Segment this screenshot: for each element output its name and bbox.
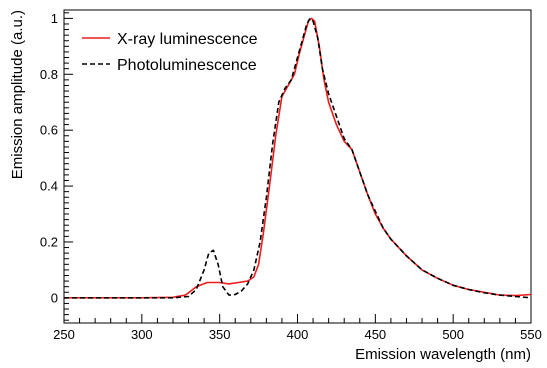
x-tick-label: 400 <box>287 327 309 342</box>
legend: X-ray luminescence Photoluminescence <box>82 31 258 74</box>
y-tick-label: 0.8 <box>40 67 58 82</box>
x-tick-label: 250 <box>53 327 75 342</box>
legend-label-xray: X-ray luminescence <box>117 31 258 48</box>
ticks-layer: 250 300 350 400 450 500 550 0 0.2 0.4 0.6 0.8 1 <box>40 11 542 342</box>
x-tick-label: 300 <box>131 327 153 342</box>
y-tick-label: 0 <box>51 290 58 305</box>
y-tick-label: 0.4 <box>40 179 58 194</box>
series-layer <box>64 17 532 299</box>
y-tick-label: 0.2 <box>40 234 58 249</box>
y-tick-label: 0.6 <box>40 123 58 138</box>
series-line-photo <box>64 17 532 299</box>
series-line-xray <box>64 17 532 299</box>
x-tick-label: 350 <box>209 327 231 342</box>
x-tick-label: 550 <box>520 327 542 342</box>
x-axis-title: Emission wavelength (nm) <box>355 346 531 363</box>
y-axis-title: Emission amplitude (a.u.) <box>9 10 26 179</box>
legend-label-photo: Photoluminescence <box>117 57 257 74</box>
y-tick-label: 1 <box>51 11 58 26</box>
x-tick-label: 500 <box>442 327 464 342</box>
x-tick-label: 450 <box>364 327 386 342</box>
